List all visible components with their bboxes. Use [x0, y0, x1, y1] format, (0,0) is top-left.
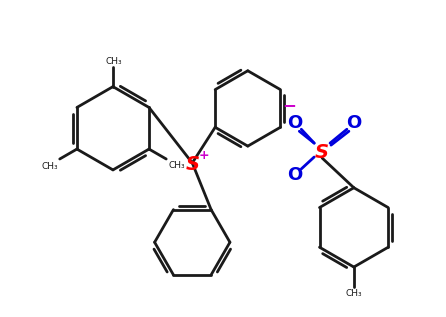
Text: +: + — [199, 149, 210, 162]
Text: S: S — [315, 143, 329, 162]
Text: CH₃: CH₃ — [41, 162, 58, 171]
Text: O: O — [287, 166, 302, 184]
Text: O: O — [346, 114, 361, 132]
Text: CH₃: CH₃ — [346, 289, 362, 298]
Text: O: O — [287, 114, 302, 132]
Text: −: − — [282, 96, 296, 114]
Text: CH₃: CH₃ — [106, 57, 122, 66]
Text: CH₃: CH₃ — [168, 161, 185, 170]
Text: S: S — [185, 155, 199, 174]
